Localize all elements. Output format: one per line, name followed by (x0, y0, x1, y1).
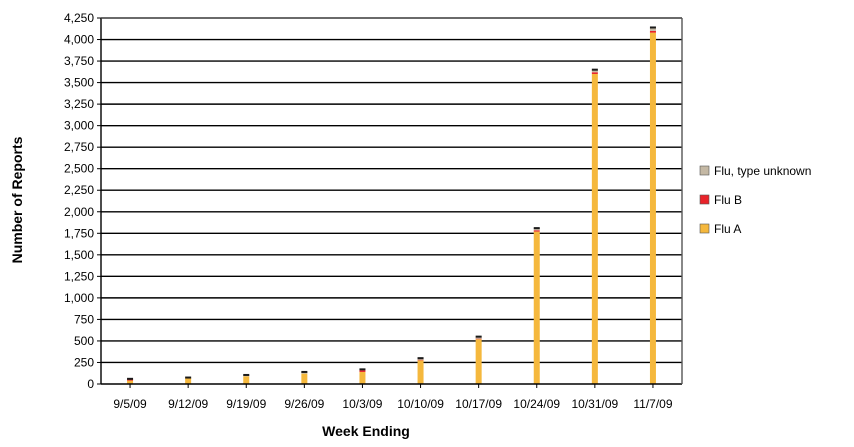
bar-top-edge (533, 227, 540, 230)
bar-flu-b (591, 72, 598, 74)
legend-swatch (699, 223, 710, 234)
y-tick-label: 2,000 (64, 205, 94, 219)
x-tick-label: 10/3/09 (342, 397, 382, 411)
y-tick-label: 2,750 (64, 140, 94, 154)
x-tick-label: 10/10/09 (397, 397, 444, 411)
x-tick-label: 11/7/09 (633, 397, 672, 411)
bar-flu-a (359, 371, 366, 384)
x-tick-label: 9/26/09 (284, 397, 324, 411)
bar-top-edge (127, 377, 134, 380)
axes (100, 17, 683, 385)
bar-flu-a (649, 32, 656, 384)
bar-flu-a (475, 339, 482, 384)
y-tick-label: 1,250 (64, 269, 94, 283)
x-tick-label: 9/19/09 (226, 397, 266, 411)
bar-flu-b (649, 30, 656, 33)
y-tick-label: 2,500 (64, 162, 94, 176)
bar-flu-b (417, 359, 424, 361)
y-tick-label: 1,000 (64, 291, 94, 305)
legend-swatch (699, 194, 710, 205)
bar-flu-a (591, 73, 598, 384)
bar-top-edge (475, 335, 482, 338)
bar-flu-type-unknown (533, 228, 540, 231)
y-tick-label: 4,250 (64, 11, 94, 25)
y-tick-labels: 0 250 500 750 1,000 1,250 1,500 1,750 2,000 2,250… (64, 11, 101, 391)
legend-label: Flu A (714, 222, 741, 236)
y-axis-title: Number of Reports (9, 136, 25, 263)
bar-flu-type-unknown (649, 27, 656, 31)
bar-flu-b (533, 230, 540, 232)
legend-label: Flu B (714, 193, 742, 207)
y-tick-label: 250 (74, 355, 94, 369)
y-tick-label: 3,500 (64, 76, 94, 90)
bar-flu-b (475, 338, 482, 340)
legend: Flu, type unknown Flu B Flu A (699, 164, 811, 236)
bar-top-edge (417, 357, 424, 360)
bar-flu-a (417, 360, 424, 384)
x-tick-labels: 9/5/09 9/12/09 9/19/09 9/26/09 10/3/09 10/10/… (113, 384, 673, 411)
x-tick-label: 10/24/09 (513, 397, 560, 411)
x-tick-label: 10/17/09 (455, 397, 502, 411)
bar-flu-a (127, 380, 134, 384)
y-tick-label: 4,000 (64, 33, 94, 47)
y-tick-label: 1,750 (64, 226, 94, 240)
legend-swatch (699, 165, 710, 176)
bar-flu-type-unknown (591, 69, 598, 73)
x-tick-label: 9/5/09 (113, 397, 147, 411)
x-tick-label: 9/12/09 (168, 397, 208, 411)
bars (127, 26, 656, 384)
bar-flu-a (185, 377, 192, 384)
x-axis-title: Week Ending (322, 423, 410, 439)
y-tick-label: 1,500 (64, 248, 94, 262)
bar-flu-a (243, 376, 250, 384)
bar-flu-a (301, 373, 308, 384)
bar-top-edge (649, 26, 656, 29)
y-tick-label: 2,250 (64, 183, 94, 197)
bar-flu-a (533, 231, 540, 384)
bar-top-edge (591, 68, 598, 71)
legend-label: Flu, type unknown (714, 164, 811, 178)
bar-top-edge (243, 373, 250, 376)
y-tick-label: 3,250 (64, 97, 94, 111)
x-tick-label: 10/31/09 (571, 397, 618, 411)
y-tick-label: 750 (74, 312, 94, 326)
y-tick-label: 0 (87, 377, 94, 391)
bar-top-edge (359, 368, 366, 371)
y-tick-label: 3,750 (64, 54, 94, 68)
y-tick-label: 500 (74, 334, 94, 348)
bar-flu-b (359, 370, 366, 372)
bar-top-edge (301, 370, 308, 373)
y-tick-label: 3,000 (64, 119, 94, 133)
bar-flu-type-unknown (475, 336, 482, 339)
bar-top-edge (185, 376, 192, 379)
